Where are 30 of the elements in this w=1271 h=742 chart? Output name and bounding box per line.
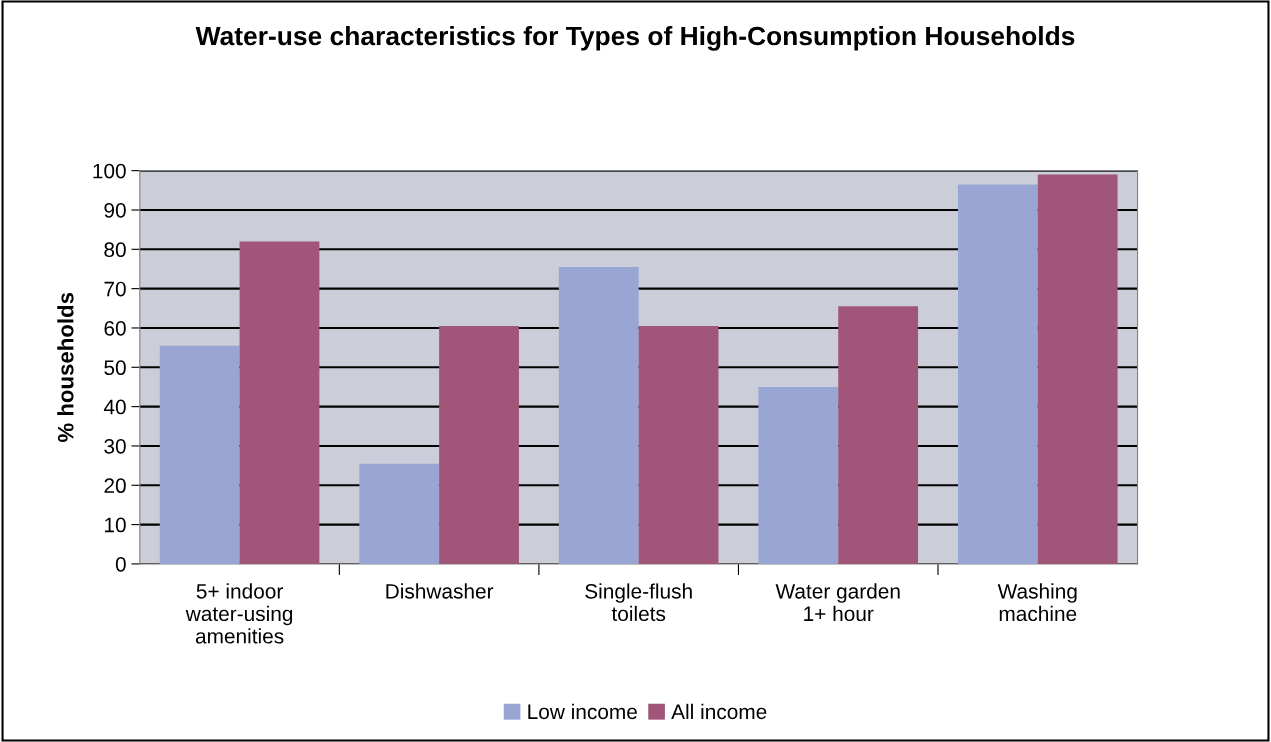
y-tick-label: 100 xyxy=(93,163,126,179)
x-tick-label: 5+ indoor water-using amenities xyxy=(185,583,293,644)
x-tick-label: Single-flush toilets xyxy=(585,583,692,622)
bar xyxy=(838,306,919,564)
x-tick-label: Washing machine xyxy=(997,583,1077,622)
bar xyxy=(558,267,639,564)
bar xyxy=(359,463,440,564)
bar xyxy=(239,241,320,564)
x-tick-label: Dishwasher xyxy=(386,583,494,599)
y-tick-label: 10 xyxy=(105,517,126,533)
bar xyxy=(638,326,719,564)
y-tick-label: 30 xyxy=(104,438,126,454)
y-axis-title: % households xyxy=(57,292,74,443)
legend-label: All income xyxy=(671,703,767,720)
bar xyxy=(439,326,519,564)
legend-label: Low income xyxy=(528,703,637,720)
y-tick-label: 50 xyxy=(104,360,126,376)
y-tick-label: 60 xyxy=(104,320,126,336)
y-tick-label: 20 xyxy=(104,478,126,494)
bar xyxy=(758,386,839,564)
y-tick-label: 80 xyxy=(104,242,126,258)
bar xyxy=(957,184,1038,564)
y-tick-label: 70 xyxy=(104,281,126,297)
y-tick-label: 40 xyxy=(103,399,126,415)
chart-title: Water-use characteristics for Types of High-Consumption Households xyxy=(195,25,1075,51)
x-tick-label: Water garden 1+ hour xyxy=(775,583,900,622)
y-tick-label: 0 xyxy=(115,556,126,572)
bar xyxy=(1037,174,1118,564)
bar xyxy=(159,345,240,564)
y-tick-label: 90 xyxy=(104,202,126,218)
